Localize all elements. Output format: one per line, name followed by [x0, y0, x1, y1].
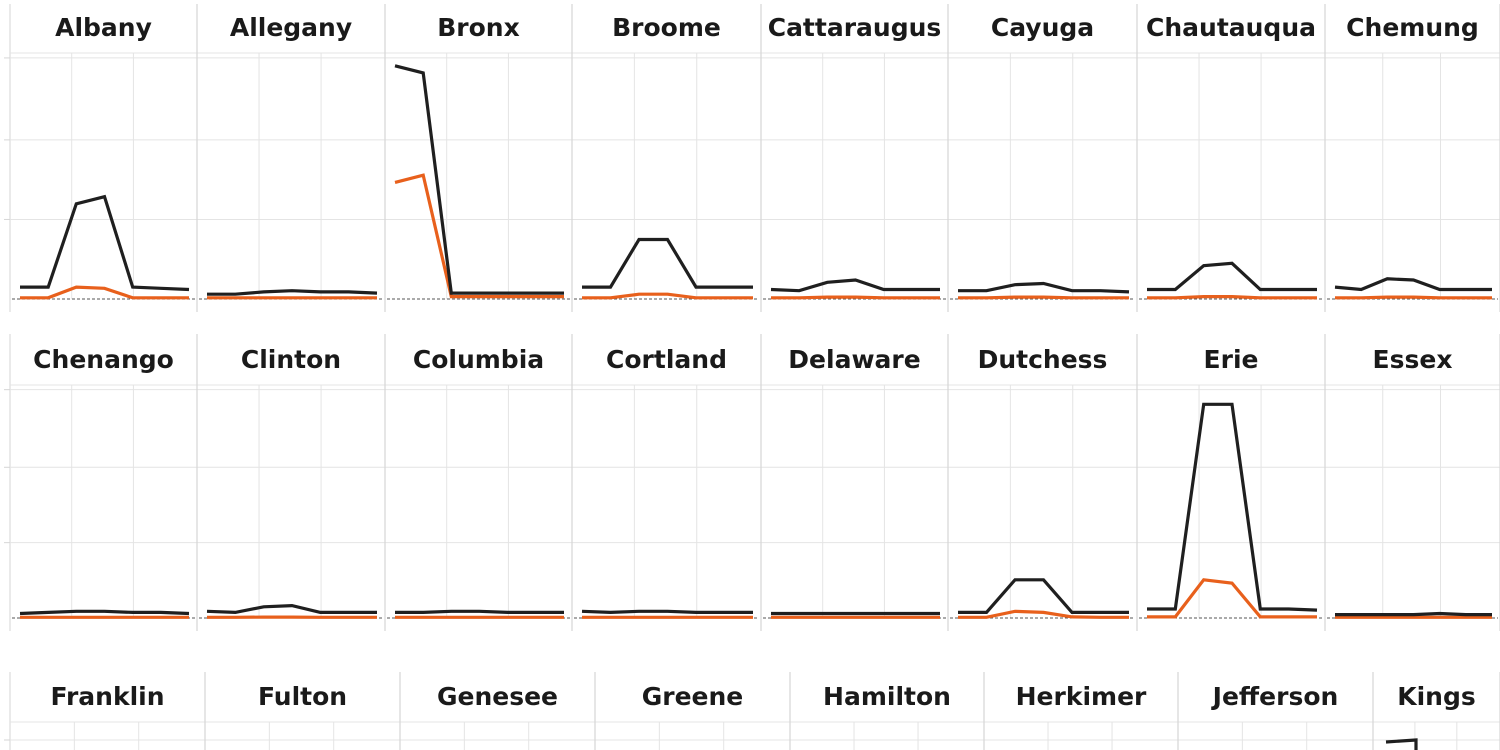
panel-title: Greene	[642, 682, 744, 711]
chart-root: Albany Allegany Bronx Broome Cattaraugus Cayu…	[4, 4, 1500, 750]
panel-chautauqua: Chautauqua	[1139, 4, 1326, 312]
panel-title: Cayuga	[991, 13, 1094, 42]
series-line-orange	[1147, 578, 1317, 619]
panel-chenango: Chenango	[12, 334, 198, 631]
series-line-black	[1334, 277, 1492, 292]
series-line-orange	[1335, 295, 1492, 300]
panel-greene: Greene	[642, 672, 791, 750]
series-line-black	[1147, 402, 1318, 612]
panel-cortland: Cortland	[574, 334, 762, 631]
panel-title: Hamilton	[823, 682, 951, 711]
panel-fulton: Fulton	[258, 672, 401, 750]
series-line-orange	[958, 609, 1129, 619]
panel-title: Fulton	[258, 682, 347, 711]
panel-title: Columbia	[413, 345, 544, 374]
panel-hamilton: Hamilton	[823, 672, 985, 750]
panel-kings: Kings	[1397, 672, 1500, 750]
panel-genesee: Genesee	[437, 672, 596, 750]
panel-title: Chenango	[33, 345, 174, 374]
panel-title: Cortland	[606, 345, 727, 374]
panel-title: Erie	[1204, 345, 1259, 374]
panel-delaware: Delaware	[763, 334, 949, 631]
series-line-black	[581, 609, 753, 615]
panel-erie: Erie	[1139, 334, 1326, 631]
panel-broome: Broome	[574, 4, 762, 312]
panel-chemung: Chemung	[1327, 4, 1500, 312]
panel-title: Albany	[55, 13, 152, 42]
series-line-black	[207, 289, 378, 296]
panel-cattaraugus: Cattaraugus	[763, 4, 949, 312]
series-line-black	[394, 64, 564, 295]
panel-dutchess: Dutchess	[950, 334, 1138, 631]
series-line-orange	[394, 173, 564, 299]
series-line-orange	[771, 295, 940, 300]
panel-title: Dutchess	[978, 345, 1108, 374]
panel-franklin: Franklin	[50, 672, 206, 750]
panel-title: Essex	[1373, 345, 1453, 374]
facet-row-3: Franklin Fulton Genesee Greene Hamilton Herki…	[4, 672, 1500, 750]
panel-title: Kings	[1397, 682, 1476, 711]
series-line-orange	[20, 285, 189, 300]
series-line-black	[20, 194, 190, 292]
panel-title: Broome	[612, 13, 721, 42]
panel-title: Clinton	[241, 345, 341, 374]
panel-title: Cattaraugus	[768, 13, 942, 42]
panel-title: Jefferson	[1211, 682, 1339, 711]
panel-albany: Albany	[12, 4, 198, 312]
series-line-black	[19, 609, 190, 616]
series-line-black	[1147, 261, 1317, 292]
panel-title: Delaware	[788, 345, 920, 374]
series-line-black	[958, 578, 1129, 615]
series-line-black	[1385, 738, 1418, 750]
panel-herkimer: Herkimer	[1016, 672, 1179, 750]
panel-clinton: Clinton	[199, 334, 386, 631]
facet-row-1: Albany Allegany Bronx Broome Cattaraugus Cayu…	[4, 4, 1500, 312]
panel-title: Bronx	[437, 13, 519, 42]
panel-title: Chemung	[1346, 13, 1479, 42]
series-line-black	[582, 237, 753, 289]
panel-bronx: Bronx	[387, 4, 573, 312]
panel-title: Herkimer	[1016, 682, 1147, 711]
panel-title: Allegany	[230, 13, 352, 42]
series-line-orange	[958, 295, 1129, 300]
series-line-orange	[582, 292, 753, 300]
panel-title: Genesee	[437, 682, 558, 711]
panel-essex: Essex	[1327, 334, 1500, 631]
panel-allegany: Allegany	[199, 4, 386, 312]
panel-jefferson: Jefferson	[1211, 672, 1374, 750]
series-line-orange	[1147, 295, 1317, 300]
facet-row-2: Chenango Clinton Columbia Cortland Delaware D…	[4, 334, 1500, 631]
series-line-black	[770, 278, 940, 293]
panel-title: Franklin	[50, 682, 164, 711]
panel-columbia: Columbia	[387, 334, 573, 631]
series-line-black	[958, 281, 1130, 294]
panel-title: Chautauqua	[1146, 13, 1316, 42]
series-line-black	[395, 609, 564, 615]
series-line-black	[206, 603, 377, 615]
series-line-black	[1335, 611, 1492, 617]
panel-cayuga: Cayuga	[950, 4, 1138, 312]
